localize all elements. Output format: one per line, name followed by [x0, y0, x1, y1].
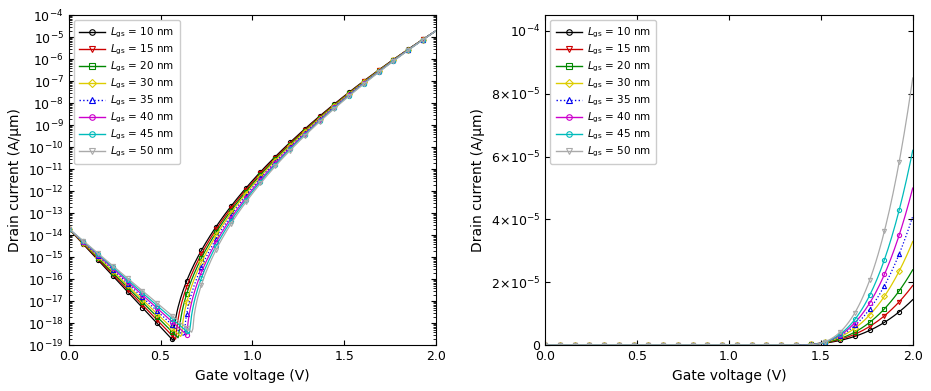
Legend: $L_\mathsf{gs}$ = 10 nm, $L_\mathsf{gs}$ = 15 nm, $L_\mathsf{gs}$ = 20 nm, $L_\m: $L_\mathsf{gs}$ = 10 nm, $L_\mathsf{gs}$… [74, 20, 180, 164]
X-axis label: Gate voltage (V): Gate voltage (V) [671, 369, 786, 383]
X-axis label: Gate voltage (V): Gate voltage (V) [196, 369, 310, 383]
Y-axis label: Drain current (A/μm): Drain current (A/μm) [8, 108, 22, 252]
Y-axis label: Drain current (A/μm): Drain current (A/μm) [471, 108, 485, 252]
Legend: $L_\mathsf{gs}$ = 10 nm, $L_\mathsf{gs}$ = 15 nm, $L_\mathsf{gs}$ = 20 nm, $L_\m: $L_\mathsf{gs}$ = 10 nm, $L_\mathsf{gs}$… [550, 20, 656, 164]
